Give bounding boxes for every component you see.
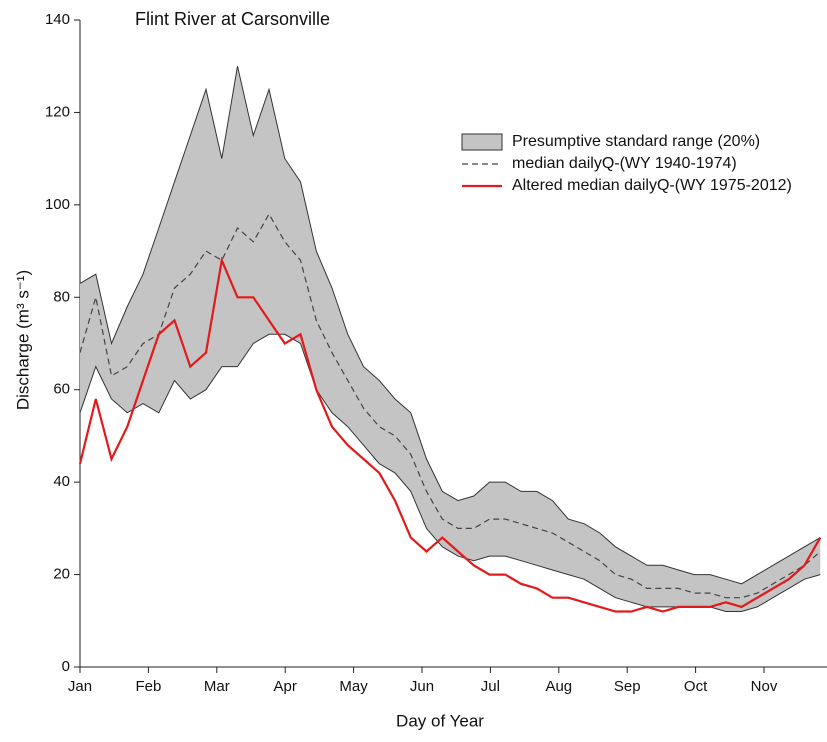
x-tick-label: Aug bbox=[545, 678, 572, 695]
legend-label: median dailyQ-(WY 1940-1974) bbox=[512, 155, 737, 172]
x-tick-label: Sep bbox=[614, 678, 641, 695]
y-tick-label: 140 bbox=[45, 11, 70, 28]
y-tick-label: 0 bbox=[62, 658, 70, 675]
y-tick-label: 60 bbox=[53, 381, 70, 398]
x-tick-label: Nov bbox=[751, 678, 778, 695]
y-axis-label: Discharge (m³ s⁻¹) bbox=[13, 270, 32, 410]
x-axis-label: Day of Year bbox=[396, 711, 484, 730]
x-tick-label: Oct bbox=[684, 678, 708, 695]
legend-label: Altered median dailyQ-(WY 1975-2012) bbox=[512, 177, 792, 194]
x-tick-label: Feb bbox=[135, 678, 161, 695]
y-tick-label: 120 bbox=[45, 103, 70, 120]
legend-swatch bbox=[461, 133, 503, 151]
chart-title: Flint River at Carsonville bbox=[135, 9, 330, 29]
range-upper bbox=[79, 66, 821, 585]
x-tick-label: Jan bbox=[68, 678, 92, 695]
x-tick-label: Jul bbox=[481, 678, 500, 695]
legend-label: Presumptive standard range (20%) bbox=[512, 133, 760, 150]
series-line bbox=[79, 212, 821, 599]
x-tick-label: May bbox=[339, 678, 368, 695]
y-tick-label: 40 bbox=[53, 473, 70, 490]
y-tick-label: 80 bbox=[53, 288, 70, 305]
x-tick-label: Jun bbox=[410, 678, 434, 695]
y-tick-label: 20 bbox=[53, 566, 70, 583]
range-band bbox=[80, 66, 821, 612]
series-line bbox=[78, 256, 822, 613]
x-tick-label: Mar bbox=[204, 678, 230, 695]
x-tick-label: Apr bbox=[274, 678, 297, 695]
y-tick-label: 100 bbox=[45, 196, 70, 213]
